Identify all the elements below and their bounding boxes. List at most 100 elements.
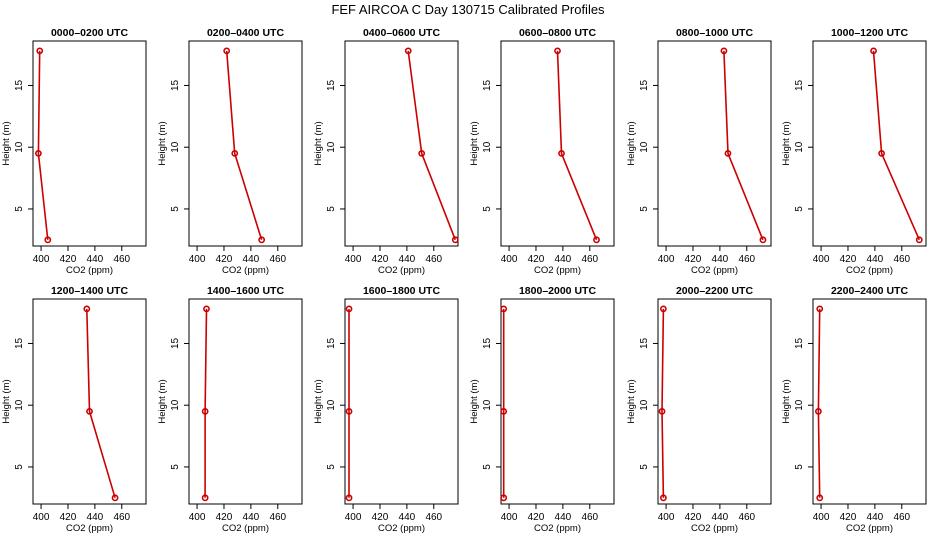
y-tick-label: 5 (482, 464, 493, 470)
y-tick-label: 10 (170, 141, 181, 153)
panel-title: 1400–1600 UTC (207, 285, 284, 297)
y-tick-label: 5 (326, 464, 337, 470)
profile-point (870, 47, 877, 55)
profile-point (720, 47, 728, 55)
profile-line (723, 50, 764, 241)
profile-point (258, 236, 266, 244)
x-axis-label: CO2 (ppm) (534, 523, 581, 534)
x-axis-label: CO2 (ppm) (846, 265, 893, 276)
x-tick-label: 400 (813, 254, 830, 265)
x-tick-label: 420 (685, 512, 702, 523)
profile-point (724, 149, 732, 157)
x-tick-label: 400 (189, 254, 206, 265)
y-tick-label: 15 (14, 337, 25, 349)
y-tick-label: 10 (14, 399, 25, 411)
profile-point (816, 305, 824, 313)
x-tick-label: 460 (893, 254, 910, 265)
profile-line (225, 50, 263, 241)
profile-line (86, 308, 116, 499)
profile-panel-12: 2200–2400 UTC 400 420 440 460 5 10 15 CO2 (ppm) H… (781, 285, 927, 534)
panel-title: 1800–2000 UTC (519, 285, 596, 297)
x-tick-label: 420 (840, 254, 857, 265)
plot-frame (500, 40, 615, 247)
y-axis-label: Height (m) (157, 379, 168, 423)
y-tick-label: 15 (482, 79, 493, 91)
x-tick-label: 440 (87, 254, 104, 265)
profile-point (500, 407, 508, 415)
panel-title: 0000–0200 UTC (51, 27, 128, 39)
y-tick-label: 5 (794, 206, 805, 212)
y-axis-label: Height (m) (1, 121, 12, 165)
panel-title: 0200–0400 UTC (207, 27, 284, 39)
x-tick-label: 440 (867, 254, 884, 265)
profile-panel-1: 0000–0200 UTC 400 420 440 460 5 10 15 CO2 (ppm) H… (1, 27, 147, 276)
y-tick-label: 10 (14, 141, 25, 153)
x-tick-label: 420 (372, 512, 389, 523)
x-tick-label: 400 (658, 254, 675, 265)
plot-frame (32, 40, 147, 247)
x-axis-label: CO2 (ppm) (378, 523, 425, 534)
profile-point (593, 236, 600, 244)
profile-point (203, 305, 210, 313)
y-tick-label: 10 (794, 399, 805, 411)
x-tick-label: 460 (113, 512, 130, 523)
profile-panel-9: 1600–1800 UTC 400 420 440 460 5 10 15 CO2 (ppm) H… (313, 285, 459, 534)
x-tick-label: 440 (555, 254, 572, 265)
profile-point (878, 149, 886, 157)
profile-point (231, 149, 239, 157)
profile-point (500, 494, 508, 502)
x-tick-label: 400 (501, 512, 518, 523)
panel-title: 0400–0600 UTC (363, 27, 440, 39)
panel-title: 2200–2400 UTC (831, 285, 908, 297)
x-tick-label: 420 (372, 254, 389, 265)
y-tick-label: 15 (326, 337, 337, 349)
plot-frame (32, 298, 147, 505)
x-tick-label: 440 (399, 512, 416, 523)
plot-frame (188, 40, 303, 247)
profile-point (34, 149, 42, 157)
profile-line (407, 50, 457, 241)
x-axis-label: CO2 (ppm) (222, 523, 269, 534)
y-axis-label: Height (m) (469, 121, 480, 165)
y-axis-label: Height (m) (781, 379, 792, 423)
y-tick-label: 10 (170, 399, 181, 411)
x-tick-label: 420 (528, 512, 545, 523)
y-axis-label: Height (m) (157, 121, 168, 165)
profile-point (816, 494, 824, 502)
profile-panel-6: 1000–1200 UTC 400 420 440 460 5 10 15 CO2 (ppm) H… (781, 27, 927, 276)
y-tick-label: 15 (170, 337, 181, 349)
y-tick-label: 15 (794, 79, 805, 91)
x-axis-label: CO2 (ppm) (691, 265, 738, 276)
x-axis-label: CO2 (ppm) (222, 265, 269, 276)
profile-point (36, 47, 44, 55)
y-tick-label: 10 (482, 399, 493, 411)
profile-line (872, 50, 921, 241)
y-tick-label: 10 (326, 141, 337, 153)
panel-title: 0800–1000 UTC (676, 27, 753, 39)
x-tick-label: 400 (33, 512, 50, 523)
x-tick-label: 440 (555, 512, 572, 523)
profile-point (451, 236, 459, 244)
profile-line (37, 50, 49, 240)
y-axis-label: Height (m) (469, 379, 480, 423)
x-tick-label: 400 (345, 512, 362, 523)
profile-point (223, 47, 231, 55)
x-tick-label: 440 (399, 254, 416, 265)
x-axis-label: CO2 (ppm) (534, 265, 581, 276)
figure-title: FEF AIRCOA C Day 130715 Calibrated Profi… (331, 2, 605, 17)
panel-title: 1000–1200 UTC (831, 27, 908, 39)
y-axis-label: Height (m) (1, 379, 12, 423)
y-tick-label: 15 (639, 337, 650, 349)
x-tick-label: 400 (813, 512, 830, 523)
profile-line (556, 50, 598, 241)
x-tick-label: 420 (528, 254, 545, 265)
profile-panel-8: 1400–1600 UTC 400 420 440 460 5 10 15 CO2 (ppm) H… (157, 285, 303, 534)
x-tick-label: 420 (60, 254, 77, 265)
panel-title: 1600–1800 UTC (363, 285, 440, 297)
x-tick-label: 400 (189, 512, 206, 523)
plot-frame (500, 298, 615, 505)
profile-point (86, 407, 93, 415)
y-axis-label: Height (m) (626, 121, 637, 165)
x-tick-label: 460 (425, 254, 442, 265)
